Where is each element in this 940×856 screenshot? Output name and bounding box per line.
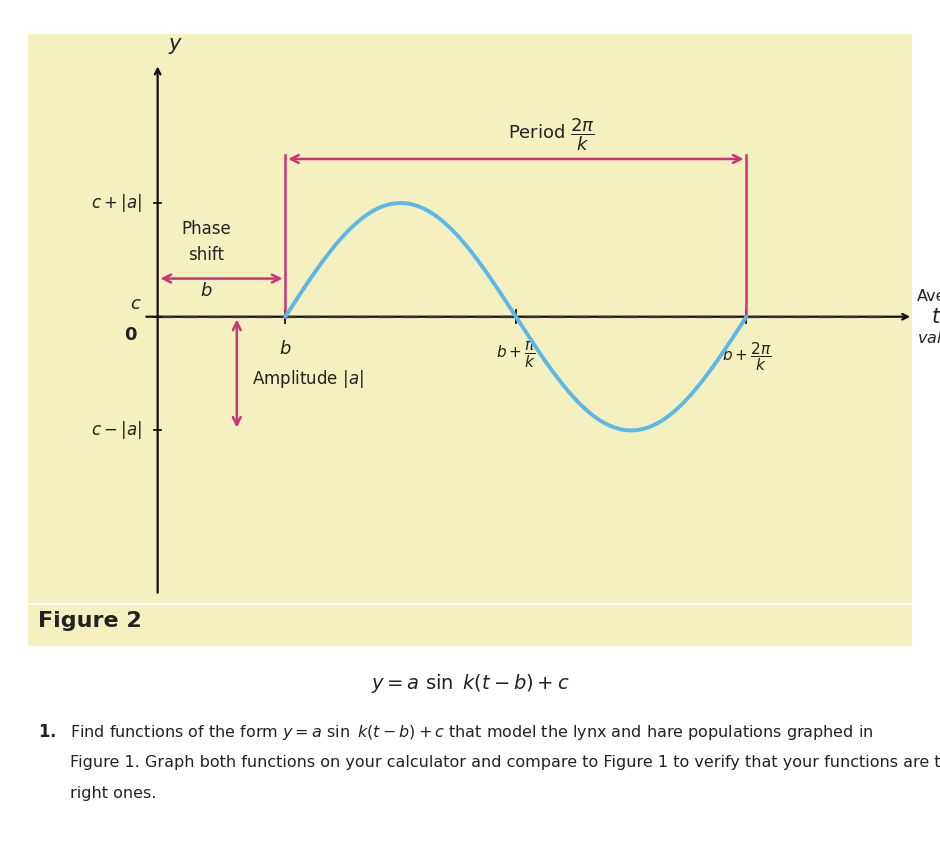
Text: Figure 1. Graph both functions on your calculator and compare to Figure 1 to ver: Figure 1. Graph both functions on your c… [70,755,940,770]
Text: Average: Average [916,288,940,304]
Text: Find functions of the form $y = a\ \sin\ k(t - b) + c$ that model the lynx and h: Find functions of the form $y = a\ \sin\… [70,723,874,742]
Text: Phase: Phase [181,220,231,238]
Text: $b + \dfrac{2\pi}{k}$: $b + \dfrac{2\pi}{k}$ [722,340,771,373]
Text: $y$: $y$ [168,36,183,56]
Text: $c$: $c$ [131,295,142,313]
Text: $b$: $b$ [279,340,291,358]
Text: $b$: $b$ [200,282,212,300]
Text: $c + |a|$: $c + |a|$ [91,192,142,214]
Text: shift: shift [188,246,224,264]
Text: $b + \dfrac{\pi}{k}$: $b + \dfrac{\pi}{k}$ [496,340,536,370]
Text: Period $\dfrac{2\pi}{k}$: Period $\dfrac{2\pi}{k}$ [508,116,595,153]
Text: value $c$: value $c$ [916,330,940,346]
Text: right ones.: right ones. [70,786,157,801]
Text: $\mathbf{0}$: $\mathbf{0}$ [124,325,138,343]
Text: $y = a\ \sin\ k(t - b) + c$: $y = a\ \sin\ k(t - b) + c$ [370,672,570,695]
Text: $t$: $t$ [931,306,940,327]
Text: Figure 2: Figure 2 [38,611,141,631]
Text: $\mathbf{1.}$: $\mathbf{1.}$ [38,723,55,741]
Text: Amplitude $|a|$: Amplitude $|a|$ [253,368,364,390]
Text: $c - |a|$: $c - |a|$ [91,419,142,442]
